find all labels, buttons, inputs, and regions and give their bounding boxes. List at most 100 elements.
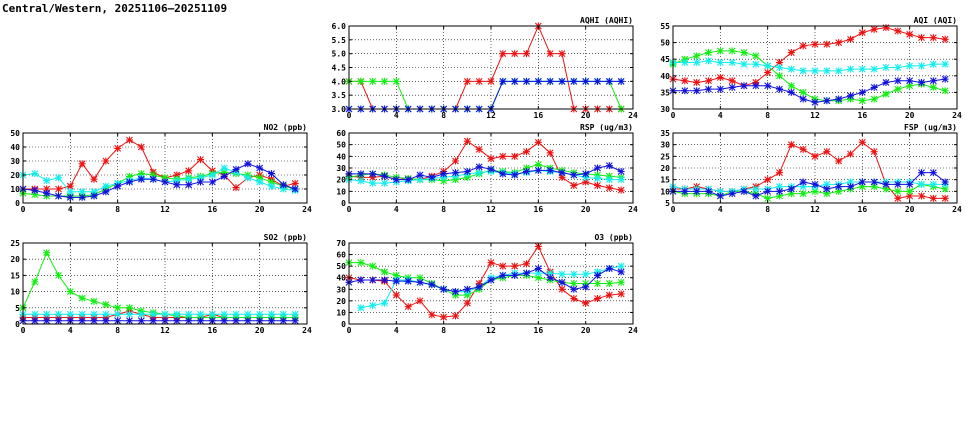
data-point-green: [534, 274, 542, 282]
data-point-blue: [452, 169, 459, 177]
data-point-cyan: [291, 310, 299, 318]
data-point-red: [511, 262, 519, 270]
data-point-cyan: [716, 59, 724, 67]
data-point-cyan: [256, 310, 264, 318]
data-point-blue: [463, 285, 471, 293]
data-point-blue: [268, 317, 275, 325]
data-point-red: [558, 173, 566, 181]
y-tick-label: 55: [660, 22, 670, 31]
data-point-red: [918, 192, 925, 200]
data-point-blue: [256, 317, 264, 325]
chart-title: SO2 (ppb): [264, 233, 307, 242]
x-tick-label: 8: [441, 205, 446, 214]
y-tick-label: 60: [336, 251, 346, 260]
data-point-red: [511, 152, 519, 160]
data-point-blue: [78, 317, 86, 325]
data-point-blue: [523, 77, 530, 85]
x-tick-label: 16: [534, 111, 544, 120]
data-point-green: [894, 187, 902, 195]
data-point-blue: [835, 95, 843, 103]
data-point-green: [381, 268, 388, 276]
data-point-blue: [291, 317, 299, 325]
x-tick-label: 4: [394, 326, 399, 335]
data-point-green: [126, 304, 133, 312]
data-point-blue: [546, 77, 554, 85]
data-point-green: [31, 278, 39, 286]
data-point-cyan: [90, 188, 98, 196]
data-point-blue: [716, 85, 724, 93]
data-point-cyan: [66, 310, 74, 318]
series-line-cyan: [673, 60, 946, 72]
data-point-cyan: [102, 182, 110, 190]
data-point-blue: [161, 178, 169, 186]
data-point-blue: [811, 180, 819, 188]
data-point-blue: [220, 317, 228, 325]
data-point-green: [43, 249, 51, 257]
data-point-green: [256, 174, 264, 182]
data-point-red: [570, 295, 578, 303]
y-tick-label: 35: [660, 88, 670, 97]
data-point-red: [43, 185, 51, 193]
data-point-red: [440, 313, 448, 321]
data-point-cyan: [882, 64, 890, 71]
series-line-green: [349, 262, 622, 296]
data-point-blue: [185, 181, 193, 189]
series-line-blue: [673, 78, 946, 103]
data-point-red: [835, 39, 843, 47]
data-point-red: [558, 50, 566, 58]
data-point-red: [511, 50, 519, 58]
data-point-blue: [858, 178, 866, 186]
data-point-green: [776, 72, 783, 80]
y-tick-label: 5: [665, 199, 670, 208]
data-point-blue: [137, 317, 145, 325]
data-point-red: [534, 138, 542, 146]
data-point-blue: [918, 78, 925, 86]
data-point-green: [381, 77, 388, 85]
data-point-cyan: [716, 187, 724, 195]
data-point-green: [823, 190, 831, 198]
data-point-red: [499, 50, 507, 58]
chart-no2: 0 4 8 12 16 20 24 0 10 20 30 40 50 NO2 (ppb): [10, 123, 312, 214]
data-point-red: [594, 182, 601, 189]
y-tick-label: 5: [15, 304, 20, 313]
data-point-blue: [705, 85, 712, 93]
data-point-red: [546, 149, 554, 157]
data-point-blue: [244, 317, 252, 325]
data-point-blue: [918, 169, 925, 177]
x-tick-label: 20: [581, 205, 591, 214]
data-point-green: [31, 191, 39, 199]
x-tick-label: 8: [765, 111, 770, 120]
data-point-green: [693, 52, 701, 60]
data-point-red: [173, 171, 181, 179]
x-tick-label: 0: [347, 326, 352, 335]
x-tick-label: 24: [628, 326, 638, 335]
x-tick-label: 16: [858, 111, 868, 120]
data-point-blue: [511, 77, 519, 85]
data-point-green: [268, 178, 275, 186]
data-point-blue: [929, 77, 937, 85]
data-point-cyan: [605, 176, 613, 184]
data-point-blue: [416, 278, 424, 286]
data-point-blue: [392, 277, 400, 285]
data-point-red: [475, 77, 483, 85]
data-point-blue: [381, 276, 388, 284]
data-point-red: [617, 186, 625, 194]
data-point-blue: [705, 187, 712, 195]
x-tick-label: 12: [160, 326, 170, 335]
data-point-red: [452, 157, 459, 165]
data-point-cyan: [787, 65, 795, 73]
data-point-green: [114, 304, 122, 312]
data-point-cyan: [149, 310, 157, 318]
y-tick-label: 35: [660, 129, 670, 138]
data-point-red: [570, 182, 578, 189]
chart-so2: 0 4 8 12 16 20 24 0 5 10 15 20 25 SO2 (ppb): [10, 233, 312, 335]
data-point-blue: [114, 182, 122, 190]
data-point-blue: [279, 181, 287, 189]
data-point-blue: [764, 82, 772, 90]
data-point-cyan: [78, 188, 86, 196]
data-point-red: [823, 148, 831, 156]
data-point-green: [605, 280, 613, 287]
data-point-cyan: [929, 180, 937, 188]
data-point-red: [776, 169, 783, 177]
data-point-blue: [392, 176, 400, 184]
